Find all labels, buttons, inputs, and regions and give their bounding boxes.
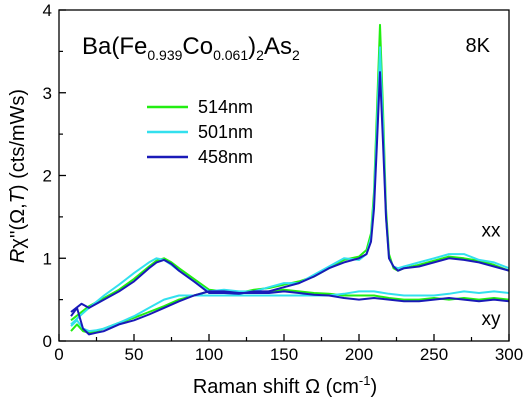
y-tick-label: 1 [43, 249, 52, 268]
series-layer [70, 23, 510, 336]
legend-label-458nm: 458nm [198, 147, 253, 167]
y-axis-label: Rχ''(Ω,T) (cts/mWs) [7, 89, 29, 263]
series-line-501nm-xy [70, 290, 510, 333]
y-tick-label: 2 [43, 167, 52, 186]
x-tick-label: 250 [420, 345, 448, 364]
x-axis-label: Raman shift Ω (cm-1) [193, 373, 377, 398]
x-tick-label: 100 [195, 345, 223, 364]
x-tick-label: 150 [270, 345, 298, 364]
x-tick-label: 50 [125, 345, 144, 364]
series-line-501nm-xx [70, 46, 510, 326]
series-line-458nm-xy [70, 290, 510, 336]
annotations-layer: xx xy [482, 220, 502, 330]
x-tick-label: 300 [495, 345, 523, 364]
ticks-layer: 0 50 100 150 200 250 300 0 1 2 3 4 [43, 1, 524, 364]
y-tick-label: 0 [43, 332, 52, 351]
series-line-514nm-xx [70, 23, 510, 322]
y-tick-label: 4 [43, 1, 52, 20]
legend-label-514nm: 514nm [198, 97, 253, 117]
series-line-458nm-xx [70, 71, 510, 313]
annotation-xx: xx [482, 220, 502, 241]
y-tick-label: 3 [43, 84, 52, 103]
temperature-label: 8K [466, 35, 491, 57]
legend-label-501nm: 501nm [198, 122, 253, 142]
annotation-xy: xy [482, 309, 502, 330]
x-tick-label: 200 [345, 345, 373, 364]
x-tick-label: 0 [54, 345, 63, 364]
chart-title: Ba(Fe0.939Co0.061)2As2 [82, 33, 300, 63]
legend: 514nm 501nm 458nm [147, 97, 253, 167]
